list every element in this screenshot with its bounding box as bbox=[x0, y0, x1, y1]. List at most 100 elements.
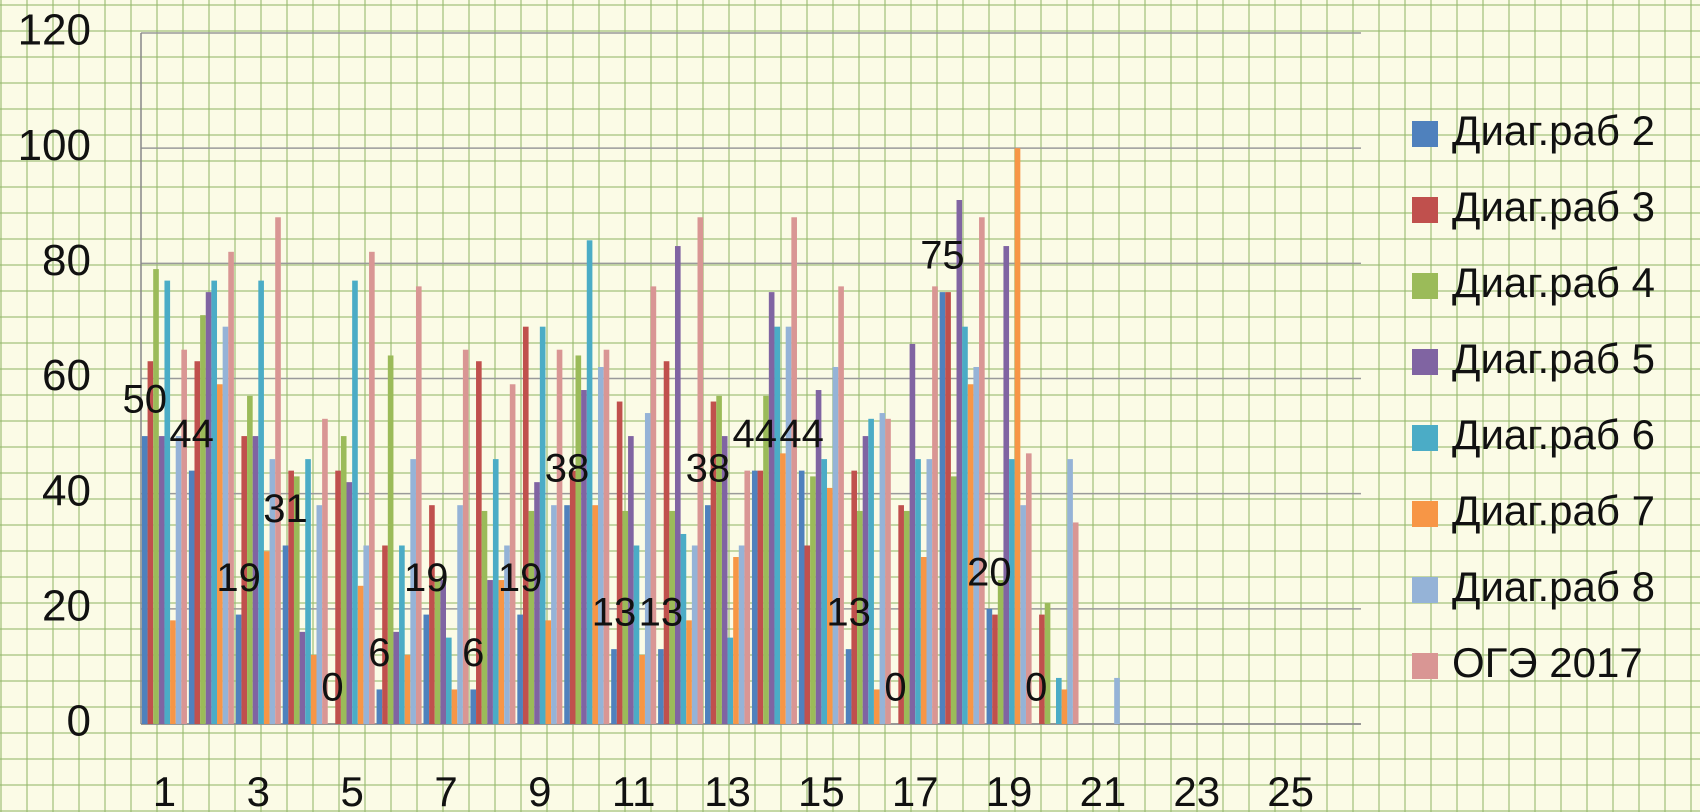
bar bbox=[651, 286, 657, 724]
bar bbox=[926, 459, 932, 724]
bar bbox=[1062, 689, 1068, 724]
bar bbox=[1056, 678, 1062, 724]
data-label: 0 bbox=[884, 666, 906, 710]
bar bbox=[992, 615, 998, 724]
x-tick-label: 3 bbox=[247, 768, 270, 812]
legend-swatch bbox=[1412, 273, 1438, 299]
bar bbox=[998, 580, 1004, 724]
bar bbox=[440, 580, 446, 724]
bar bbox=[499, 580, 505, 724]
bar bbox=[833, 367, 839, 724]
bar bbox=[987, 609, 993, 724]
data-label: 44 bbox=[169, 412, 214, 456]
x-tick-label: 17 bbox=[892, 768, 939, 812]
bar bbox=[733, 557, 739, 724]
bar bbox=[206, 292, 212, 724]
bar bbox=[482, 511, 488, 724]
bar bbox=[228, 252, 234, 724]
bar bbox=[217, 384, 223, 724]
bar bbox=[611, 649, 617, 724]
bar bbox=[264, 551, 270, 724]
bar bbox=[181, 350, 187, 724]
bar bbox=[523, 327, 529, 724]
bar bbox=[429, 505, 435, 724]
bar bbox=[347, 482, 353, 724]
bar bbox=[617, 402, 623, 724]
bar bbox=[791, 217, 797, 724]
bar bbox=[973, 367, 979, 724]
x-tick-label: 21 bbox=[1080, 768, 1127, 812]
bar bbox=[153, 269, 159, 724]
bar bbox=[846, 649, 852, 724]
bar bbox=[416, 286, 422, 724]
bar bbox=[940, 292, 946, 724]
bar bbox=[1003, 246, 1009, 724]
page: 0204060801001201357911131517192123255044… bbox=[0, 0, 1700, 812]
data-label: 0 bbox=[321, 666, 343, 710]
bar bbox=[300, 632, 306, 724]
data-label: 0 bbox=[1025, 666, 1047, 710]
bar bbox=[951, 476, 957, 724]
data-label: 44 bbox=[733, 412, 778, 456]
bar bbox=[921, 557, 927, 724]
bar bbox=[716, 396, 722, 724]
legend-label: Диаг.раб 4 bbox=[1452, 259, 1655, 306]
bar bbox=[786, 327, 792, 724]
x-tick-label: 5 bbox=[340, 768, 363, 812]
legend-label: Диаг.раб 6 bbox=[1452, 411, 1655, 458]
bar bbox=[962, 327, 968, 724]
bar bbox=[311, 655, 317, 724]
bar bbox=[393, 632, 399, 724]
y-tick-label: 20 bbox=[42, 581, 91, 630]
x-tick-label: 1 bbox=[153, 768, 176, 812]
bar bbox=[705, 505, 711, 724]
data-label: 38 bbox=[545, 447, 590, 491]
legend-swatch bbox=[1412, 349, 1438, 375]
bar bbox=[945, 292, 951, 724]
bar bbox=[1114, 678, 1120, 724]
bar bbox=[581, 390, 587, 724]
bar bbox=[910, 344, 916, 724]
bar bbox=[838, 286, 844, 724]
data-label: 19 bbox=[216, 556, 261, 600]
data-label: 13 bbox=[826, 591, 871, 635]
bar bbox=[675, 246, 681, 724]
legend-label: ОГЭ 2017 bbox=[1452, 639, 1643, 686]
y-tick-label: 100 bbox=[18, 121, 91, 170]
legend-swatch bbox=[1412, 577, 1438, 603]
bar bbox=[686, 620, 692, 724]
data-label: 19 bbox=[404, 556, 449, 600]
bar bbox=[534, 482, 540, 724]
y-tick-label: 80 bbox=[42, 236, 91, 285]
x-tick-label: 9 bbox=[528, 768, 551, 812]
bar bbox=[435, 580, 441, 724]
bar bbox=[915, 459, 921, 724]
legend-swatch bbox=[1412, 121, 1438, 147]
bar bbox=[780, 453, 786, 724]
bar bbox=[159, 436, 165, 724]
bar bbox=[540, 327, 546, 724]
y-tick-label: 60 bbox=[42, 351, 91, 400]
bar bbox=[377, 689, 383, 724]
bar bbox=[545, 620, 551, 724]
bar bbox=[487, 580, 493, 724]
bar bbox=[1067, 459, 1073, 724]
bar bbox=[452, 689, 458, 724]
bar bbox=[628, 436, 634, 724]
data-label: 50 bbox=[123, 378, 168, 422]
data-label: 20 bbox=[967, 550, 1012, 594]
y-tick-label: 0 bbox=[67, 697, 91, 746]
bar bbox=[979, 217, 985, 724]
bar bbox=[744, 471, 750, 724]
x-tick-label: 19 bbox=[986, 768, 1033, 812]
x-tick-label: 11 bbox=[612, 768, 656, 812]
legend-label: Диаг.раб 2 bbox=[1452, 107, 1655, 154]
legend-swatch bbox=[1412, 425, 1438, 451]
bar bbox=[423, 615, 429, 724]
legend-swatch bbox=[1412, 197, 1438, 223]
bar bbox=[176, 436, 182, 724]
bar bbox=[470, 689, 476, 724]
bar bbox=[604, 350, 610, 724]
bar bbox=[200, 315, 206, 724]
bar bbox=[799, 471, 805, 724]
